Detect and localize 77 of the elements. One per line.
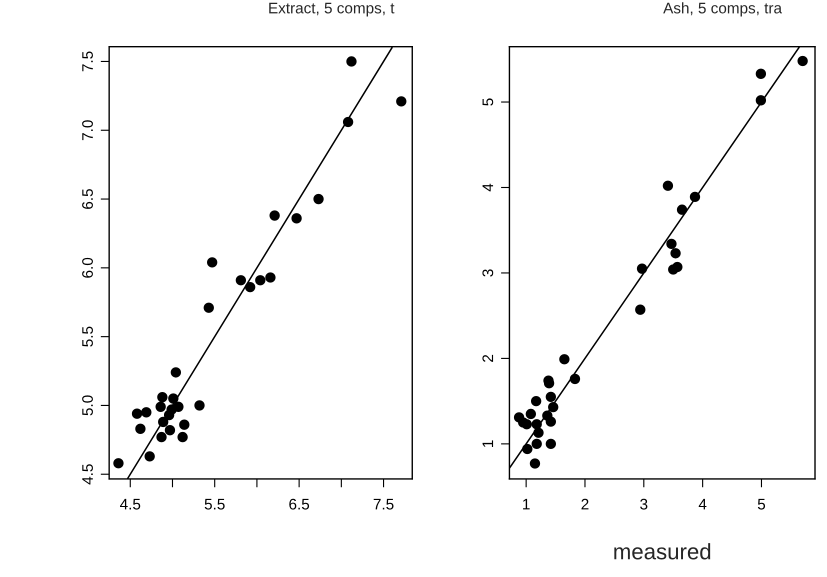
chart-title: Ash, 5 comps, tra	[663, 2, 782, 16]
point	[546, 438, 556, 450]
y-tick-label: 5.5	[82, 326, 93, 347]
point	[342, 116, 354, 128]
x-tick-label: 5.5	[204, 498, 225, 510]
point	[546, 416, 556, 427]
point	[164, 425, 176, 436]
x-tick-label: 5	[758, 498, 766, 510]
point	[156, 402, 166, 412]
point	[269, 210, 280, 221]
point	[236, 275, 246, 286]
point	[798, 56, 808, 66]
point	[346, 56, 357, 67]
y-tick-label: 3	[482, 269, 494, 277]
point	[636, 264, 648, 274]
point	[570, 374, 580, 384]
point	[132, 408, 142, 419]
x-tick-label: 3	[640, 498, 648, 510]
x-tick-label: 4.5	[120, 498, 140, 510]
point	[135, 424, 146, 434]
point	[179, 420, 190, 430]
point	[194, 400, 205, 411]
point	[548, 402, 558, 412]
point	[533, 428, 544, 438]
point	[158, 416, 168, 428]
point	[662, 180, 674, 191]
x-tick-label: 1	[523, 498, 530, 510]
point	[156, 432, 167, 442]
y-tick-label: 4	[482, 184, 494, 192]
point	[245, 282, 256, 292]
point	[530, 458, 540, 469]
x-tick-label: 7.5	[374, 498, 394, 510]
point	[144, 451, 155, 462]
point	[396, 96, 406, 107]
y-tick-label: 7.0	[82, 120, 93, 140]
point	[670, 248, 681, 258]
y-tick-label: 5.0	[82, 395, 93, 416]
point	[207, 257, 218, 268]
point	[518, 417, 528, 428]
point	[265, 272, 276, 283]
point	[532, 438, 542, 450]
x-tick-label: 2	[581, 498, 588, 510]
point	[170, 367, 182, 378]
point	[690, 192, 700, 202]
point	[204, 302, 214, 313]
x-axis-title: measured	[614, 543, 710, 560]
x-tick-label: 4	[698, 498, 706, 510]
point	[672, 262, 682, 272]
point	[756, 95, 766, 106]
point	[666, 238, 677, 250]
point	[313, 194, 324, 204]
y-tick-label: 6.5	[82, 189, 93, 209]
point	[177, 432, 188, 442]
point	[522, 444, 532, 454]
point	[530, 396, 542, 406]
point	[291, 213, 302, 224]
point	[113, 458, 124, 468]
x-tick-label: 6.5	[289, 498, 310, 510]
point	[532, 419, 542, 430]
y-tick-label: 5	[482, 98, 494, 106]
point	[676, 204, 688, 215]
point	[546, 392, 556, 402]
chart-title: Extract, 5 comps, t	[269, 2, 394, 16]
point	[141, 407, 152, 418]
point	[756, 68, 766, 79]
point	[559, 354, 570, 364]
point	[157, 392, 168, 402]
point	[526, 408, 536, 420]
y-tick-label: 1	[482, 440, 494, 447]
y-tick-label: 2	[482, 354, 494, 362]
y-tick-label: 6.0	[82, 258, 93, 278]
y-tick-label: 7.5	[82, 51, 93, 72]
point	[166, 404, 177, 415]
point	[635, 304, 646, 315]
y-tick-label: 4.5	[82, 464, 93, 484]
point	[255, 275, 266, 286]
point	[168, 393, 178, 404]
